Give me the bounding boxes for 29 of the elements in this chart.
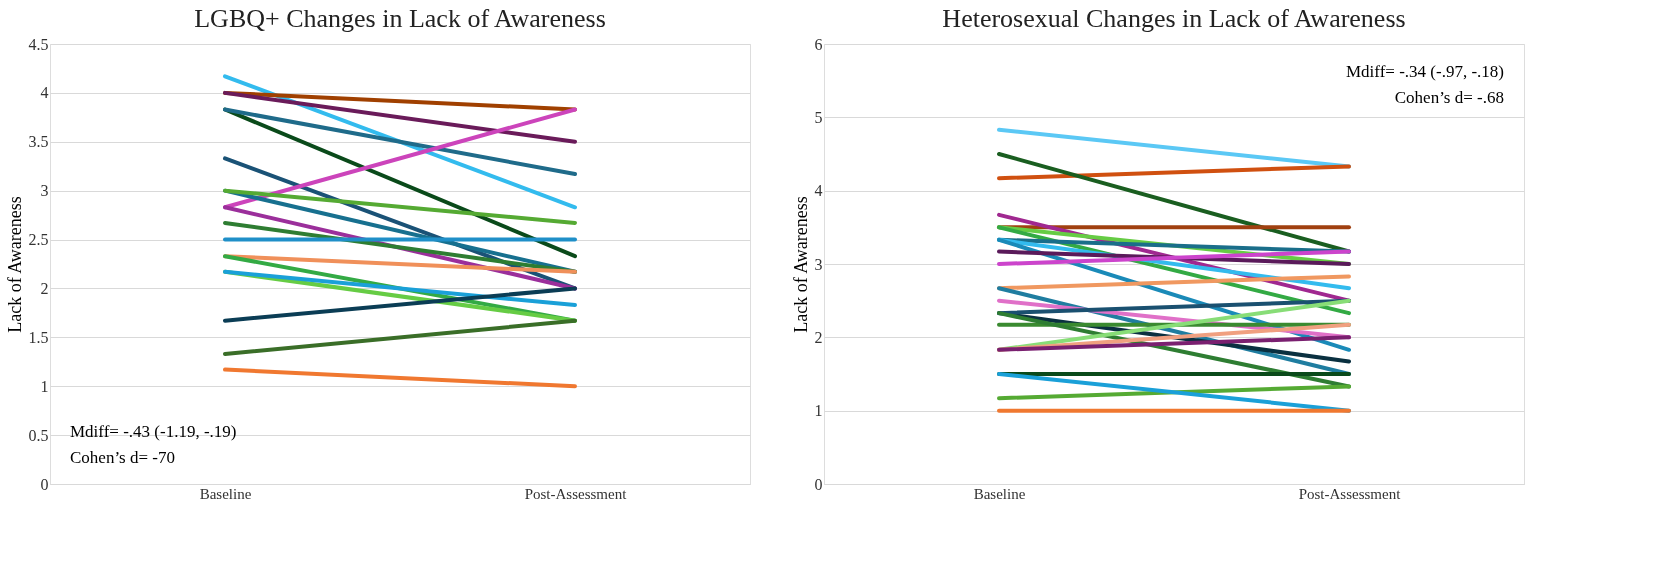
y-tick-label: 0 xyxy=(40,475,49,493)
y-tick-label: 4 xyxy=(40,84,49,102)
y-tick-label: 3 xyxy=(814,255,823,273)
y-tick-label: 3 xyxy=(40,182,49,200)
y-tick-label: 4 xyxy=(814,182,823,200)
x-tick-label: Baseline xyxy=(199,485,252,502)
x-tick-label: Baseline xyxy=(973,485,1026,502)
y-tick-label: 0.5 xyxy=(28,426,49,444)
y-tick-label: 1.5 xyxy=(28,328,49,346)
y-axis-title: Lack of Awareness xyxy=(790,196,811,333)
x-tick-label: Post-Assessment xyxy=(1298,485,1402,502)
annotation: Mdiff= -.43 (-1.19, -.19) xyxy=(70,422,237,441)
y-tick-label: 6 xyxy=(814,35,823,53)
y-tick-label: 2 xyxy=(814,328,823,346)
y-tick-label: 0 xyxy=(814,475,823,493)
y-tick-label: 2 xyxy=(40,279,49,297)
y-tick-label: 1 xyxy=(40,377,49,395)
annotation: Mdiff= -.34 (-.97, -.18) xyxy=(1346,62,1504,81)
y-tick-label: 2.5 xyxy=(28,231,49,249)
y-axis-title: Lack of Awareness xyxy=(4,196,25,333)
annotation: Cohen’s d= -.68 xyxy=(1394,88,1504,107)
y-tick-label: 1 xyxy=(814,402,823,420)
y-tick-label: 5 xyxy=(814,108,823,126)
chart-title: Heterosexual Changes in Lack of Awareness xyxy=(942,4,1406,33)
chart-title: LGBQ+ Changes in Lack of Awareness xyxy=(194,4,606,33)
y-tick-label: 4.5 xyxy=(28,35,49,53)
x-tick-label: Post-Assessment xyxy=(524,485,628,502)
y-tick-label: 3.5 xyxy=(28,133,49,151)
annotation: Cohen’s d= -70 xyxy=(70,448,175,467)
